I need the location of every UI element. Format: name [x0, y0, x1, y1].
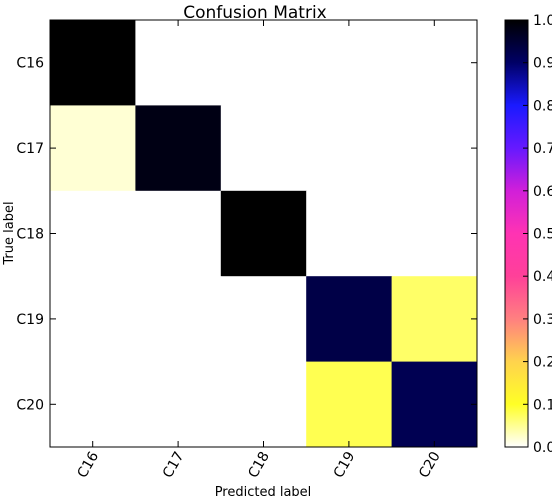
- heatmap-cell: [391, 105, 478, 192]
- colorbar-tick-label: 0.2: [533, 355, 552, 371]
- y-axis-label: True label: [2, 201, 17, 265]
- heatmap-cell: [391, 276, 478, 363]
- heatmap-cell: [50, 361, 136, 448]
- colorbar-tick-label: 0.8: [533, 98, 552, 114]
- x-tick-label: C17: [160, 449, 188, 481]
- heatmap-cell: [135, 361, 222, 448]
- heatmap-cell: [135, 105, 222, 192]
- heatmap-cell: [220, 105, 307, 192]
- heatmap-cell: [391, 361, 478, 448]
- heatmap-cell: [50, 190, 136, 277]
- y-tick-label: C20: [16, 397, 44, 413]
- heatmap-cells: [50, 20, 478, 448]
- y-tick-label: C17: [16, 141, 44, 157]
- y-axis-ticks: C16 C17 C18 C19 C20: [16, 56, 477, 413]
- heatmap-cell: [50, 276, 136, 363]
- colorbar-tick-label: 0.7: [533, 141, 552, 157]
- heatmap-cell: [306, 190, 393, 277]
- colorbar-tick-label: 0.0: [533, 440, 552, 456]
- heatmap-cell: [220, 276, 307, 363]
- colorbar-tick-label: 1.0: [533, 13, 552, 29]
- colorbar-tick-label: 0.3: [533, 312, 552, 328]
- colorbar-tick-label: 0.6: [533, 184, 552, 200]
- y-tick-label: C18: [16, 227, 44, 243]
- heatmap-cell: [306, 361, 393, 448]
- y-tick-label: C16: [16, 56, 44, 72]
- colorbar-tick-label: 0.4: [533, 269, 552, 285]
- heatmap-cell: [391, 20, 478, 106]
- x-axis-label: Predicted label: [215, 485, 312, 498]
- heatmap-cell: [391, 190, 478, 277]
- heatmap-cell: [306, 105, 393, 192]
- chart-title: Confusion Matrix: [183, 3, 327, 23]
- heatmap-cell: [220, 190, 307, 277]
- colorbar-tick-label: 0.9: [533, 56, 552, 72]
- heatmap-cell: [220, 361, 307, 448]
- heatmap-cell: [306, 20, 393, 106]
- x-tick-label: C20: [416, 449, 444, 481]
- heatmap-cell: [220, 20, 307, 106]
- heatmap-cell: [50, 105, 136, 192]
- x-tick-label: C16: [75, 449, 103, 481]
- heatmap-cell: [135, 276, 222, 363]
- colorbar-tick-label: 0.5: [533, 227, 552, 243]
- x-tick-label: C18: [245, 449, 273, 481]
- heatmap-cell: [135, 20, 222, 106]
- heatmap-cell: [50, 20, 136, 106]
- y-tick-label: C19: [16, 312, 44, 328]
- heatmap-cell: [306, 276, 393, 363]
- heatmap-cell: [135, 190, 222, 277]
- colorbar-ticks: 0.0 0.1 0.2 0.3 0.4 0.5 0.6 0.7 0.8 0.9 1.0: [523, 13, 552, 456]
- x-tick-label: C19: [331, 449, 359, 481]
- colorbar-tick-label: 0.1: [533, 397, 552, 413]
